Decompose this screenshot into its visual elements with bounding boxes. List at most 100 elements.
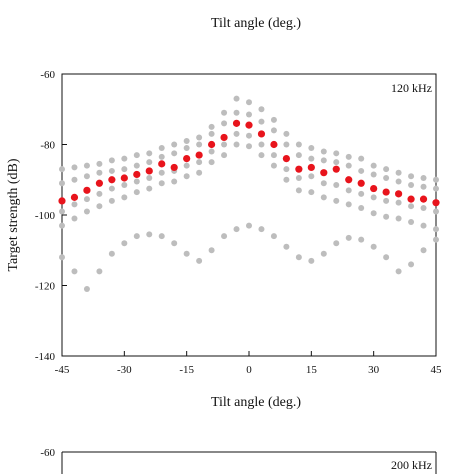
data-point — [333, 159, 340, 166]
data-point — [320, 194, 327, 201]
y-axis-title: Target strength (dB) — [6, 158, 21, 271]
data-point — [420, 204, 427, 211]
x-tick-label: -30 — [117, 364, 132, 376]
data-point — [358, 167, 365, 174]
data-point — [345, 201, 352, 208]
x-tick-label: 45 — [431, 364, 443, 376]
data-point — [395, 268, 402, 275]
data-point — [258, 118, 265, 125]
data-point — [258, 226, 265, 233]
data-point — [345, 187, 352, 194]
data-point — [308, 189, 315, 196]
data-point — [83, 286, 90, 293]
highlight-data-point — [332, 165, 340, 173]
data-point — [183, 250, 190, 257]
data-point — [358, 204, 365, 211]
highlight-data-point — [407, 195, 415, 203]
data-point — [221, 109, 228, 116]
data-point — [146, 150, 153, 157]
data-point — [283, 166, 290, 173]
data-point — [108, 157, 115, 164]
highlight-data-point — [270, 140, 278, 149]
highlight-data-point — [257, 130, 266, 138]
x-tick-label: 30 — [368, 364, 380, 376]
data-point — [420, 247, 427, 254]
data-point — [345, 234, 352, 241]
data-point — [208, 148, 215, 155]
data-point — [308, 155, 315, 162]
data-point — [270, 152, 277, 159]
data-point — [333, 182, 340, 189]
data-point — [246, 132, 252, 139]
data-point — [433, 236, 439, 243]
data-point — [71, 215, 78, 222]
data-point — [308, 173, 315, 180]
data-point — [358, 190, 365, 197]
data-point — [133, 178, 140, 185]
data-point — [395, 215, 402, 222]
data-point — [158, 145, 165, 152]
data-point — [133, 162, 140, 169]
data-point — [196, 257, 203, 264]
data-point — [258, 141, 265, 148]
data-point — [59, 222, 65, 229]
data-point — [59, 208, 65, 215]
data-point — [96, 190, 103, 197]
data-point — [320, 180, 327, 187]
data-points — [58, 95, 440, 293]
data-point — [333, 197, 340, 204]
y-tick-label: -80 — [40, 140, 55, 152]
data-point — [108, 167, 115, 174]
data-point — [83, 173, 90, 180]
data-point — [283, 130, 290, 137]
data-point — [295, 141, 302, 148]
y-tick-label: -60 — [40, 69, 55, 81]
data-point — [233, 141, 240, 148]
highlight-data-point — [158, 160, 166, 168]
chart-panel-200khz: -60 200 kHz — [40, 447, 437, 474]
axis-ticks: -45 -30 -15 0 15 30 45 -60 -80 -100 -120 -140 — [35, 69, 442, 376]
data-point — [221, 233, 228, 240]
data-point — [171, 240, 178, 247]
x-axis-title: Tilt angle (deg.) — [211, 395, 301, 410]
data-point — [121, 166, 128, 173]
highlight-data-point — [295, 165, 303, 173]
data-point — [158, 153, 165, 160]
data-point — [408, 173, 415, 180]
x-tick-label: 0 — [246, 364, 252, 376]
data-point — [320, 157, 327, 164]
highlight-data-point — [307, 163, 315, 172]
data-point — [71, 164, 78, 171]
data-point — [146, 174, 153, 181]
highlight-data-point — [245, 121, 253, 129]
highlight-data-point — [370, 184, 378, 193]
data-point — [246, 99, 252, 106]
highlight-data-point — [432, 199, 440, 207]
data-point — [183, 162, 190, 169]
highlight-data-point — [70, 193, 79, 201]
data-point — [121, 182, 128, 189]
highlight-data-point — [133, 170, 141, 179]
highlight-data-point — [108, 176, 116, 184]
data-point — [108, 250, 115, 257]
data-point — [96, 169, 103, 176]
data-point — [308, 145, 315, 152]
highlight-data-point — [145, 167, 153, 175]
y-tick-label: -60 — [40, 447, 55, 459]
highlight-data-point — [170, 163, 178, 172]
data-point — [395, 169, 402, 176]
data-point — [158, 180, 165, 187]
highlight-data-point — [282, 155, 290, 163]
data-point — [196, 169, 203, 176]
data-point — [246, 143, 252, 150]
data-point — [420, 222, 427, 229]
data-point — [370, 243, 377, 250]
data-point — [433, 176, 439, 183]
data-point — [196, 141, 203, 148]
data-point — [133, 189, 140, 196]
frequency-annotation: 120 kHz — [391, 81, 432, 95]
data-point — [383, 166, 390, 173]
highlight-data-point — [419, 195, 428, 203]
frequency-annotation: 200 kHz — [391, 458, 432, 472]
x-tick-label: -15 — [179, 364, 194, 376]
